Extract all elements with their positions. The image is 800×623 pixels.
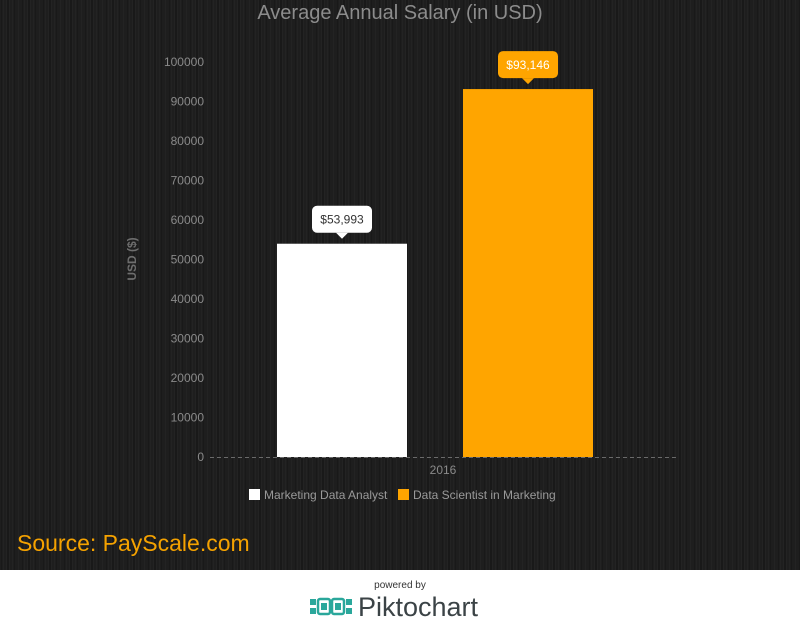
legend-label[interactable]: Marketing Data Analyst (264, 488, 388, 502)
source-text: Source: PayScale.com (17, 530, 250, 556)
y-tick-label: 10000 (171, 411, 205, 425)
bar-value-label: $93,146 (506, 58, 550, 72)
bar-label-bubble (498, 51, 558, 79)
y-tick-label: 0 (197, 450, 204, 464)
bar-label-pointer (336, 232, 348, 239)
bar-chart: Average Annual Salary (in USD) USD ($) 0… (125, 2, 676, 502)
y-axis-label: USD ($) (125, 237, 139, 280)
chart-title: Average Annual Salary (in USD) (257, 2, 542, 24)
bar-data-scientist-in-marketing[interactable] (463, 89, 593, 457)
legend-swatch (249, 489, 260, 500)
y-tick-label: 40000 (171, 292, 205, 306)
y-tick-label: 50000 (171, 253, 205, 267)
legend: Marketing Data Analyst Data Scientist in … (249, 488, 556, 502)
brand-name: Piktochart (358, 591, 479, 622)
bar-value-label: $53,993 (320, 213, 364, 227)
piktochart-logo-icon (310, 597, 352, 616)
bar-label-pointer (522, 78, 534, 85)
y-tick-label: 60000 (171, 213, 205, 227)
legend-swatch (398, 489, 409, 500)
y-axis-ticks: 0 10000 20000 30000 40000 50000 60000 70000 8000… (164, 55, 204, 464)
x-axis-ticks: 2016 (430, 463, 457, 477)
y-tick-label: 20000 (171, 371, 205, 385)
x-tick-label: 2016 (430, 463, 457, 477)
brand[interactable]: Piktochart (310, 591, 479, 622)
legend-label[interactable]: Data Scientist in Marketing (413, 488, 556, 502)
y-tick-label: 80000 (171, 134, 205, 148)
bar-marketing-data-analyst[interactable] (277, 243, 407, 457)
footer: powered by Piktochart (0, 570, 800, 622)
bar-label-bubble (312, 205, 372, 233)
chart-panel: Average Annual Salary (in USD) USD ($) 0… (0, 0, 800, 570)
y-tick-label: 30000 (171, 332, 205, 346)
powered-by-label: powered by (374, 580, 426, 591)
y-tick-label: 100000 (164, 55, 204, 69)
bar-group: $53,993 $93,146 (277, 51, 593, 457)
y-tick-label: 90000 (171, 95, 205, 109)
y-tick-label: 70000 (171, 174, 205, 188)
